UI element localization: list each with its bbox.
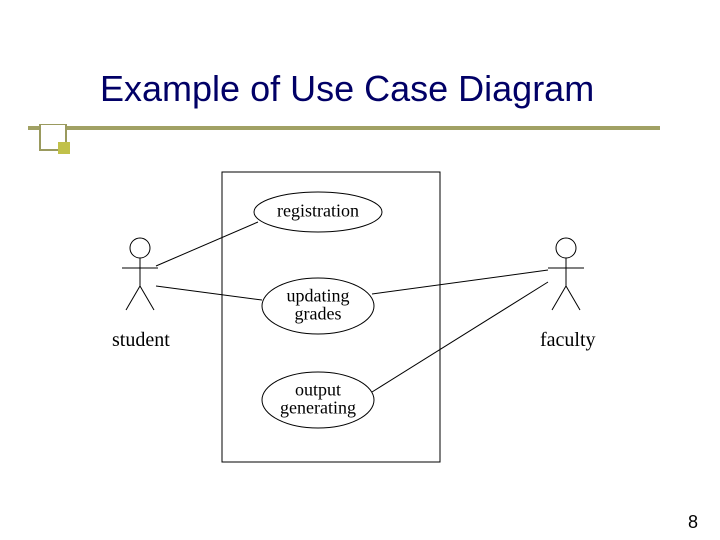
svg-text:faculty: faculty <box>540 329 596 351</box>
svg-text:output: output <box>295 379 341 399</box>
association-line <box>372 282 548 392</box>
association-line <box>372 270 548 294</box>
use-case-diagram: registration updatinggrades outputgenerati… <box>0 0 720 540</box>
association-line <box>156 286 262 300</box>
actor-student: student <box>112 238 170 351</box>
association-line <box>156 222 258 266</box>
actor-faculty: faculty <box>540 238 596 351</box>
page-number: 8 <box>688 512 698 533</box>
use-case-output-generating: outputgenerating <box>262 372 374 428</box>
svg-text:generating: generating <box>280 397 356 417</box>
use-case-updating-grades: updatinggrades <box>262 278 374 334</box>
svg-text:updating: updating <box>287 285 350 305</box>
use-case-registration: registration <box>254 192 382 232</box>
svg-text:student: student <box>112 329 170 351</box>
svg-text:registration: registration <box>277 200 359 220</box>
svg-text:grades: grades <box>295 303 342 323</box>
